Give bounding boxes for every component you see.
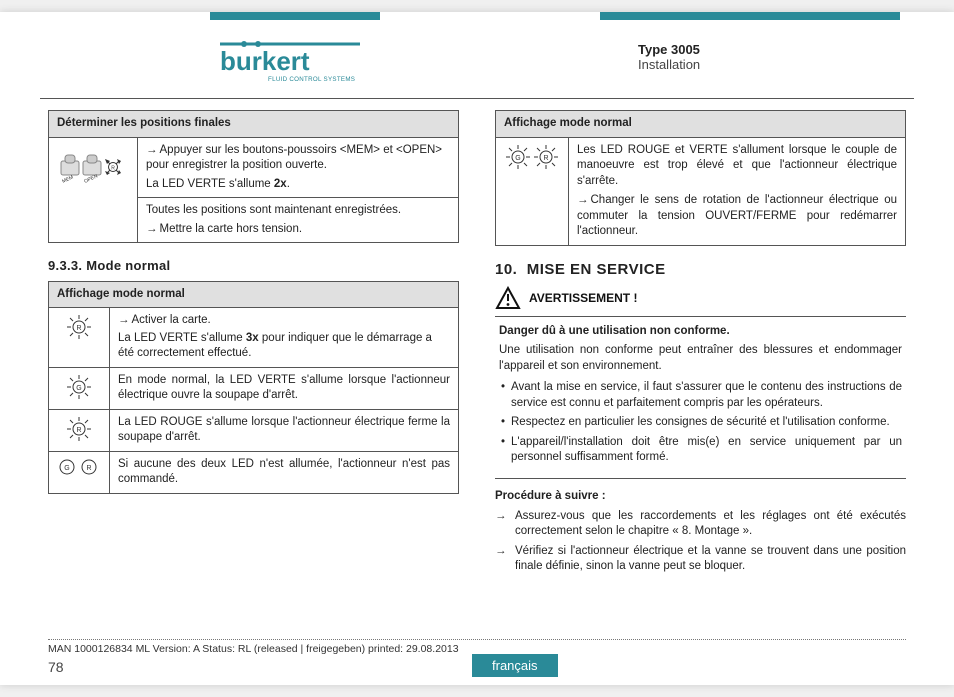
table-header: Déterminer les positions finales: [49, 111, 459, 138]
section-label: Installation: [638, 57, 898, 72]
arrow-icon: →: [577, 194, 589, 206]
svg-text:R: R: [111, 165, 115, 171]
arrow-icon: →: [118, 314, 130, 326]
icon-cell-led-r-burst2: R: [49, 409, 110, 451]
table-cell: Toutes les positions sont maintenant enr…: [138, 198, 459, 243]
type-label: Type 3005: [638, 42, 898, 57]
svg-text:G: G: [64, 465, 69, 472]
icon-cell-led-gr-off: G R: [49, 451, 110, 493]
table-header: Affichage mode normal: [49, 281, 459, 308]
mem-open-buttons-icon: MEM OPEN R: [57, 143, 129, 187]
cell-text-line2: La LED VERTE s'allume 2x.: [146, 177, 450, 193]
procedure-title: Procédure à suivre :: [495, 489, 906, 505]
arrow-icon: →: [495, 544, 507, 560]
warning-row: AVERTISSEMENT !: [495, 286, 906, 310]
warning-label: AVERTISSEMENT !: [529, 290, 637, 306]
subsection-heading: 9.3.3. Mode normal: [48, 257, 459, 275]
icon-cell-led-r-burst: R: [49, 308, 110, 368]
table-mode-normal: Affichage mode normal R: [48, 281, 459, 494]
arrow-icon: →: [146, 144, 158, 156]
led-burst-g-icon: G: [65, 373, 93, 401]
table-cell: →Activer la carte. La LED VERTE s'allume…: [110, 308, 459, 368]
svg-text:MEM: MEM: [61, 174, 74, 184]
language-tab: français: [472, 654, 558, 677]
content-columns: Déterminer les positions finales MEM OPE…: [48, 110, 906, 625]
danger-item: Avant la mise en service, il faut s'assu…: [499, 380, 902, 411]
danger-box: Danger dû à une utilisation non conforme…: [495, 316, 906, 479]
svg-text:R: R: [76, 325, 81, 332]
accent-bar-left: [210, 12, 380, 20]
cell-text: Toutes les positions sont maintenant enr…: [146, 203, 450, 219]
svg-text:R: R: [86, 465, 91, 472]
header-right: Type 3005 Installation: [638, 42, 898, 72]
icon-cell-buttons: MEM OPEN R: [49, 137, 138, 243]
procedure-item: → Assurez-vous que les raccordements et …: [495, 509, 906, 540]
led-burst-r-icon: R: [65, 415, 93, 443]
svg-text:G: G: [515, 155, 520, 162]
cell-text-line2: →Mettre la carte hors tension.: [146, 222, 450, 238]
table-affichage-normal-right: Affichage mode normal G: [495, 110, 906, 246]
brand-logo: burkert FLUID CONTROL SYSTEMS: [220, 40, 360, 89]
svg-text:FLUID CONTROL SYSTEMS: FLUID CONTROL SYSTEMS: [268, 76, 355, 83]
danger-item: L'appareil/l'installation doit être mis(…: [499, 435, 902, 466]
table-header: Affichage mode normal: [496, 111, 906, 138]
danger-list: Avant la mise en service, il faut s'assu…: [499, 380, 902, 466]
table-cell: →Appuyer sur les boutons-poussoirs <MEM>…: [138, 137, 459, 198]
icon-cell-led-g-burst: G: [49, 367, 110, 409]
arrow-icon: →: [146, 223, 158, 235]
left-column: Déterminer les positions finales MEM OPE…: [48, 110, 459, 625]
top-accent-bars: [0, 12, 954, 22]
manual-page: burkert FLUID CONTROL SYSTEMS Type 3005 …: [0, 12, 954, 685]
table-cell: Les LED ROUGE et VERTE s'allument lorsqu…: [569, 137, 906, 245]
cell-text: Appuyer sur les boutons-poussoirs <MEM> …: [146, 144, 442, 172]
table-cell: Si aucune des deux LED n'est allumée, l'…: [110, 451, 459, 493]
danger-title: Danger dû à une utilisation non conforme…: [499, 324, 902, 340]
danger-item: Respectez en particulier les consignes d…: [499, 415, 902, 431]
header-divider: [40, 98, 914, 99]
table-positions-finales: Déterminer les positions finales MEM OPE…: [48, 110, 459, 243]
led-burst-r-icon: R: [65, 313, 93, 341]
cell-text: Les LED ROUGE et VERTE s'allument lorsqu…: [577, 143, 897, 190]
burkert-logo-icon: burkert FLUID CONTROL SYSTEMS: [220, 40, 360, 84]
table-cell: En mode normal, la LED VERTE s'allume lo…: [110, 367, 459, 409]
led-burst-g-r-icon: G R: [504, 143, 560, 171]
table-cell: La LED ROUGE s'allume lorsque l'actionne…: [110, 409, 459, 451]
svg-text:burkert: burkert: [220, 46, 310, 76]
danger-intro: Une utilisation non conforme peut entraî…: [499, 343, 902, 374]
led-g-r-off-icon: G R: [57, 457, 101, 477]
page-header: burkert FLUID CONTROL SYSTEMS Type 3005 …: [0, 40, 954, 88]
icon-cell-led-gr-burst: G R: [496, 137, 569, 245]
svg-text:R: R: [543, 155, 548, 162]
accent-bar-right: [600, 12, 900, 20]
section-heading: 10. MISE EN SERVICE: [495, 260, 906, 280]
arrow-icon: →: [495, 509, 507, 525]
right-column: Affichage mode normal G: [495, 110, 906, 625]
svg-text:R: R: [76, 427, 81, 434]
procedure-item: → Vérifiez si l'actionneur électrique et…: [495, 544, 906, 575]
footer-meta: MAN 1000126834 ML Version: A Status: RL …: [48, 639, 906, 655]
svg-text:G: G: [76, 385, 81, 392]
warning-triangle-icon: [495, 286, 521, 310]
